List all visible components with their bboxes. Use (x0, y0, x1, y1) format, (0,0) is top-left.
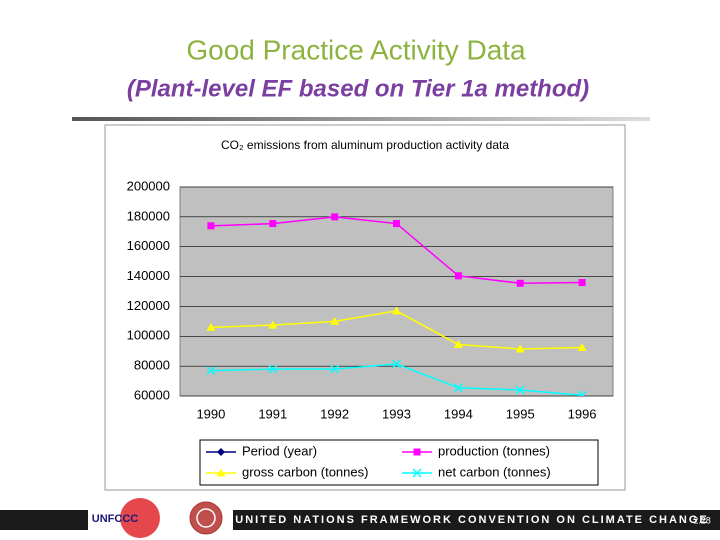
series-layer (206, 213, 587, 396)
y-tick-label: 160000 (127, 238, 170, 253)
x-tick-label: 1990 (196, 406, 225, 421)
x-tick-label: 1995 (506, 406, 535, 421)
chart-title: CO₂ emissions from aluminum production a… (221, 138, 509, 152)
y-tick-label: 120000 (127, 298, 170, 313)
legend-label: net carbon (tonnes) (438, 464, 551, 479)
y-tick-label: 180000 (127, 208, 170, 223)
x-tick-label: 1991 (258, 406, 287, 421)
marker (578, 279, 586, 287)
marker (515, 385, 525, 395)
legend-label: Period (year) (242, 443, 317, 458)
marker (453, 339, 463, 348)
marker (577, 342, 587, 351)
marker (206, 366, 216, 376)
marker (330, 364, 340, 374)
marker (393, 220, 400, 228)
x-tick-label: 1992 (320, 406, 349, 421)
marker (268, 364, 278, 374)
title-rule (72, 117, 650, 121)
marker (577, 390, 587, 396)
footer-text: UNITED NATIONS FRAMEWORK CONVENTION ON C… (235, 514, 708, 526)
marker (207, 222, 215, 230)
x-tick-label: 1993 (382, 406, 411, 421)
marker (413, 448, 421, 456)
marker (453, 383, 463, 393)
marker (331, 213, 339, 221)
marker (516, 279, 524, 287)
y-tick-label: 60000 (134, 387, 170, 402)
y-tick-label: 80000 (134, 358, 170, 373)
slide-title: Good Practice Activity Data (186, 34, 526, 65)
un-logo (189, 501, 223, 535)
marker (268, 320, 278, 329)
plot: 60000 80000 100000 120000 140000 160000 180000… (127, 178, 614, 421)
marker (206, 322, 216, 331)
unfccc-logo (120, 498, 160, 538)
x-tick-label: 1994 (444, 406, 473, 421)
page-number: 2.28 (693, 515, 711, 525)
x-tick-label: 1996 (568, 406, 597, 421)
marker (216, 468, 226, 477)
legend: Period (year) production (tonnes) gross ca… (206, 443, 551, 479)
slide-subtitle: (Plant-level EF based on Tier 1a method) (127, 75, 589, 102)
marker (217, 448, 225, 456)
legend-label: production (tonnes) (438, 443, 550, 458)
y-tick-label: 100000 (127, 328, 170, 343)
legend-box (199, 439, 599, 486)
marker (330, 316, 340, 325)
logo-text: UNFCCC (92, 513, 138, 525)
marker (391, 359, 402, 369)
marker (412, 468, 422, 478)
y-tick-label: 140000 (127, 268, 170, 283)
legend-label: gross carbon (tonnes) (242, 464, 368, 479)
marker (454, 272, 462, 280)
y-tick-label: 200000 (127, 178, 170, 193)
un-logo-globe (196, 508, 216, 528)
marker (515, 344, 525, 353)
marker (269, 220, 277, 228)
marker (392, 306, 401, 315)
